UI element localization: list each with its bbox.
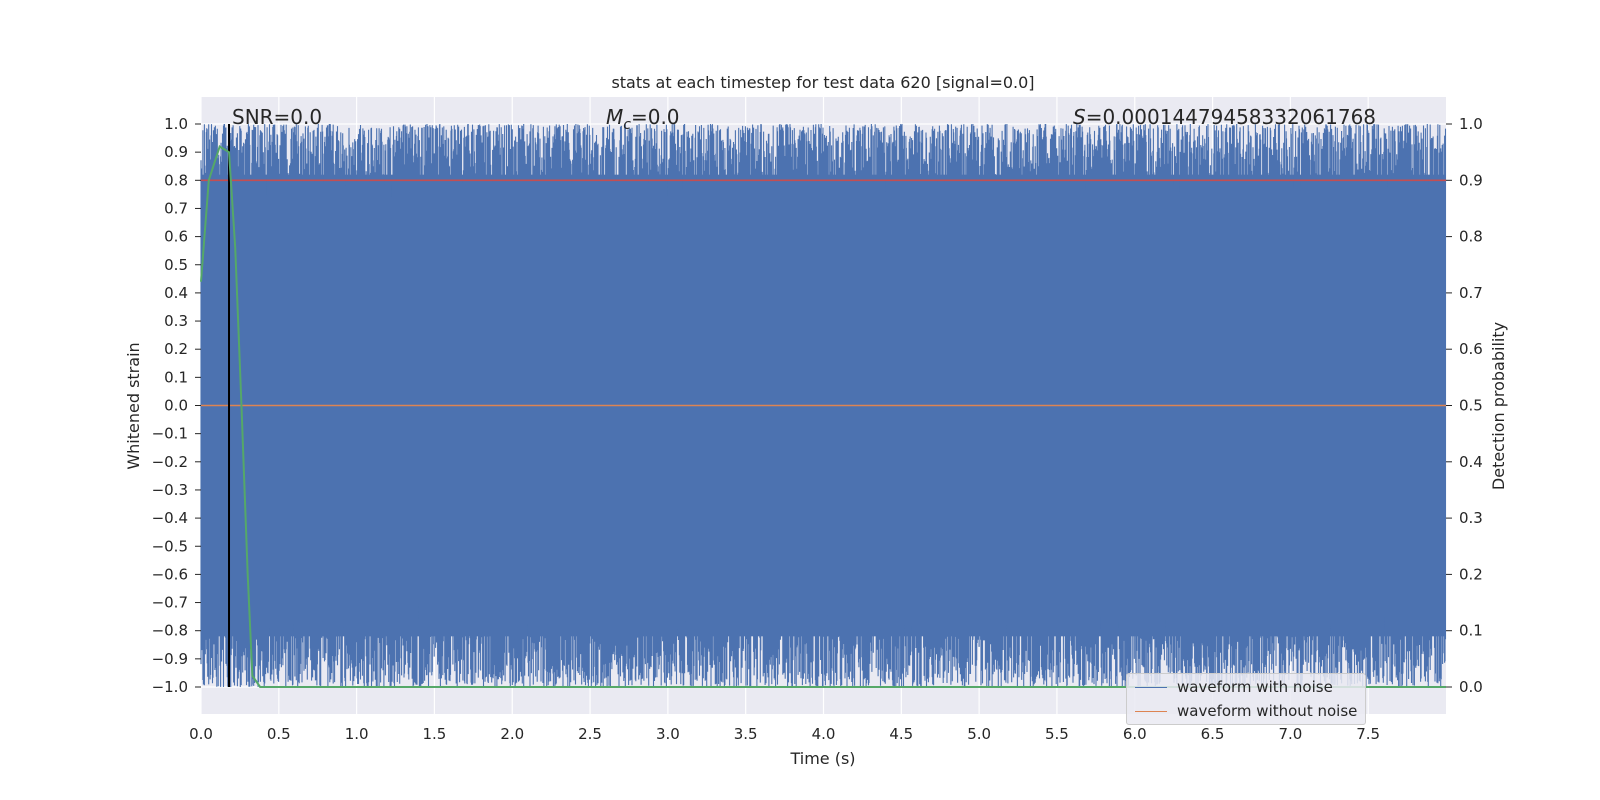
x-ticks: 0.0 0.5 1.0 1.5 2.0 2.5 3.0 3.5 4.0 4.5 5.0 5.5 6.0 6… xyxy=(189,725,1380,743)
snr-annotation: SNR=0.0 xyxy=(232,105,322,129)
chart-title: stats at each timestep for test data 620… xyxy=(611,73,1034,92)
y-right-ticks: 1.0 0.9 0.8 0.7 0.6 0.5 0.4 0.3 0.2 0.1 0.0 xyxy=(1446,115,1483,696)
y-right-tick-label: 0.5 xyxy=(1459,397,1483,415)
x-axis-label: Time (s) xyxy=(789,749,855,768)
legend-entry-without-noise: waveform without noise xyxy=(1135,700,1357,722)
y-left-tick-label: −0.1 xyxy=(152,425,188,443)
overlay-lines xyxy=(200,124,1446,688)
y-left-tick-label: 0.6 xyxy=(164,228,188,246)
legend-swatch-with-noise xyxy=(1135,686,1167,688)
legend-label-without-noise: waveform without noise xyxy=(1177,702,1358,720)
legend-swatch-without-noise xyxy=(1135,710,1167,712)
y-left-tick-label: 0.4 xyxy=(164,284,188,302)
x-tick-label: 6.5 xyxy=(1201,725,1225,743)
s-symbol: S xyxy=(1073,105,1086,129)
y-left-tick-label: 0.7 xyxy=(164,199,188,217)
legend-label-with-noise: waveform with noise xyxy=(1177,678,1333,696)
y-axis-label-left: Whitened strain xyxy=(124,342,143,469)
y-left-tick-label: −0.7 xyxy=(152,594,188,612)
y-left-tick-label: 0.9 xyxy=(164,143,188,161)
x-tick-label: 0.5 xyxy=(267,725,291,743)
y-right-tick-label: 0.4 xyxy=(1459,453,1483,471)
x-tick-label: 5.0 xyxy=(967,725,991,743)
s-annotation: S=0.00014479458332061768 xyxy=(1073,105,1376,129)
y-left-tick-label: 0.3 xyxy=(164,312,188,330)
y-right-tick-label: 0.9 xyxy=(1459,171,1483,189)
x-tick-label: 4.5 xyxy=(889,725,913,743)
y-right-tick-label: 0.3 xyxy=(1459,509,1483,527)
y-left-tick-label: −0.4 xyxy=(152,509,188,527)
y-right-tick-label: 0.1 xyxy=(1459,622,1483,640)
x-tick-label: 1.5 xyxy=(423,725,447,743)
x-tick-label: 2.0 xyxy=(500,725,524,743)
y-left-tick-label: −0.8 xyxy=(152,622,188,640)
chirp-mass-subscript: c xyxy=(623,117,631,133)
y-left-ticks: 1.0 0.9 0.8 0.7 0.6 0.5 0.4 0.3 0.2 0.1 0.0 −0.1 −0.… xyxy=(152,115,201,696)
y-axis-label-right: Detection probability xyxy=(1489,322,1508,490)
y-left-tick-label: 1.0 xyxy=(164,115,188,133)
chirp-mass-annotation: Mc=0.0 xyxy=(606,105,680,133)
series-detection-probability xyxy=(200,145,1446,688)
y-left-tick-label: 0.5 xyxy=(164,256,188,274)
chirp-mass-symbol: M xyxy=(606,105,623,129)
chirp-mass-value: =0.0 xyxy=(631,105,680,129)
y-right-tick-label: 0.2 xyxy=(1459,565,1483,583)
y-left-tick-label: 0.8 xyxy=(164,171,188,189)
y-right-tick-label: 1.0 xyxy=(1459,115,1483,133)
y-left-tick-label: −1.0 xyxy=(152,678,188,696)
x-tick-label: 6.0 xyxy=(1123,725,1147,743)
y-left-tick-label: −0.9 xyxy=(152,650,188,668)
legend: waveform with noise waveform without noi… xyxy=(1126,673,1366,725)
x-tick-label: 7.5 xyxy=(1356,725,1380,743)
y-left-tick-label: 0.1 xyxy=(164,368,188,386)
y-left-tick-label: 0.2 xyxy=(164,340,188,358)
x-tick-label: 5.5 xyxy=(1045,725,1069,743)
y-left-tick-label: −0.3 xyxy=(152,481,188,499)
x-tick-label: 1.0 xyxy=(345,725,369,743)
x-tick-label: 3.0 xyxy=(656,725,680,743)
y-right-tick-label: 0.7 xyxy=(1459,284,1483,302)
noise-trace xyxy=(200,124,1447,687)
y-left-tick-label: −0.5 xyxy=(152,537,188,555)
s-value: =0.00014479458332061768 xyxy=(1086,105,1376,129)
legend-entry-with-noise: waveform with noise xyxy=(1135,676,1333,698)
x-tick-label: 4.0 xyxy=(812,725,836,743)
x-tick-label: 7.0 xyxy=(1278,725,1302,743)
y-right-tick-label: 0.8 xyxy=(1459,228,1483,246)
y-right-tick-label: 0.6 xyxy=(1459,340,1483,358)
y-right-tick-label: 0.0 xyxy=(1459,678,1483,696)
x-tick-label: 3.5 xyxy=(734,725,758,743)
y-left-tick-label: −0.2 xyxy=(152,453,188,471)
y-left-tick-label: 0.0 xyxy=(164,397,188,415)
y-left-tick-label: −0.6 xyxy=(152,565,188,583)
x-tick-label: 0.0 xyxy=(189,725,213,743)
x-tick-label: 2.5 xyxy=(578,725,602,743)
